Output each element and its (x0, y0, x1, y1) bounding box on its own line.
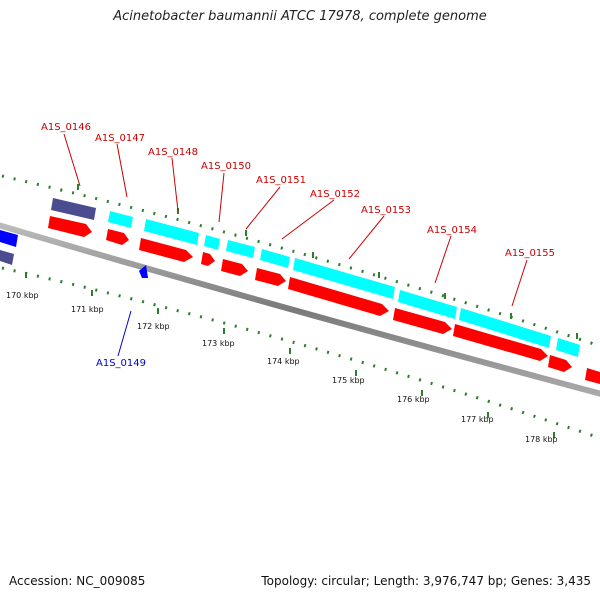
reverse-cds-track (48, 216, 600, 384)
gene-label-A1S_0150: A1S_0150 (201, 161, 251, 172)
gene-label-A1S_0147: A1S_0147 (95, 133, 145, 144)
gene-label-A1S_0154: A1S_0154 (427, 225, 477, 236)
cds-block (260, 249, 290, 268)
cds-block (139, 238, 193, 262)
scale-label-170: 170 kbp (6, 291, 39, 300)
cds-block (453, 324, 548, 361)
gene-A1S_0149-block (139, 265, 148, 278)
gene-label-A1S_0152: A1S_0152 (310, 189, 360, 200)
gene-label-A1S_0155: A1S_0155 (505, 248, 555, 259)
label-leader-lines (63, 133, 528, 307)
accession-label: Accession: NC_009085 (9, 574, 146, 588)
gene-label-A1S_0151: A1S_0151 (256, 175, 306, 186)
scale-label-171: 171 kbp (71, 305, 104, 314)
forward-cds-track (108, 211, 580, 357)
scale-label-175: 175 kbp (332, 376, 365, 385)
cds-block (255, 268, 286, 286)
gene-A1S_0146-block (51, 198, 96, 220)
cds-block (201, 252, 215, 266)
cds-block (556, 338, 580, 357)
cds-block (221, 259, 248, 276)
gene-label-A1S_0148: A1S_0148 (148, 147, 198, 158)
cds-block (585, 368, 600, 384)
cds-A1S_0147 (108, 211, 133, 228)
other-gene-track (0, 198, 96, 265)
inner-dotted-ring (1, 266, 600, 440)
gene-block (0, 250, 14, 265)
cds-A1S_0151 (226, 240, 255, 258)
cds-block (548, 355, 572, 372)
scale-label-178: 178 kbp (525, 435, 558, 444)
map-title: Acinetobacter baumannii ATCC 17978, comp… (113, 9, 487, 24)
cds-block (288, 277, 389, 316)
scale-label-173: 173 kbp (202, 339, 235, 348)
scale-label-174: 174 kbp (267, 357, 300, 366)
gene-label-A1S_0146: A1S_0146 (41, 122, 91, 133)
scale-label-177: 177 kbp (461, 415, 494, 424)
cds-block (393, 308, 452, 334)
scale-label-176: 176 kbp (397, 395, 430, 404)
gene-label-A1S_0149: A1S_0149 (96, 358, 146, 369)
inner-major-ticks (25, 272, 555, 438)
genome-backbone (0, 222, 600, 397)
cds-block (48, 216, 92, 237)
gene-label-A1S_0153: A1S_0153 (361, 205, 411, 216)
cds-A1S_0153 (293, 258, 395, 299)
cds-A1S_0155 (459, 308, 551, 348)
gene-block (0, 230, 18, 247)
cds-A1S_0154 (398, 290, 457, 319)
cds-A1S_0148 (144, 219, 199, 245)
cds-A1S_0150 (204, 235, 220, 250)
scale-label-172: 172 kbp (137, 322, 170, 331)
cds-block (106, 229, 129, 245)
label-leader-line-A1S_0149 (117, 310, 132, 357)
genome-summary-label: Topology: circular; Length: 3,976,747 bp… (261, 574, 591, 588)
